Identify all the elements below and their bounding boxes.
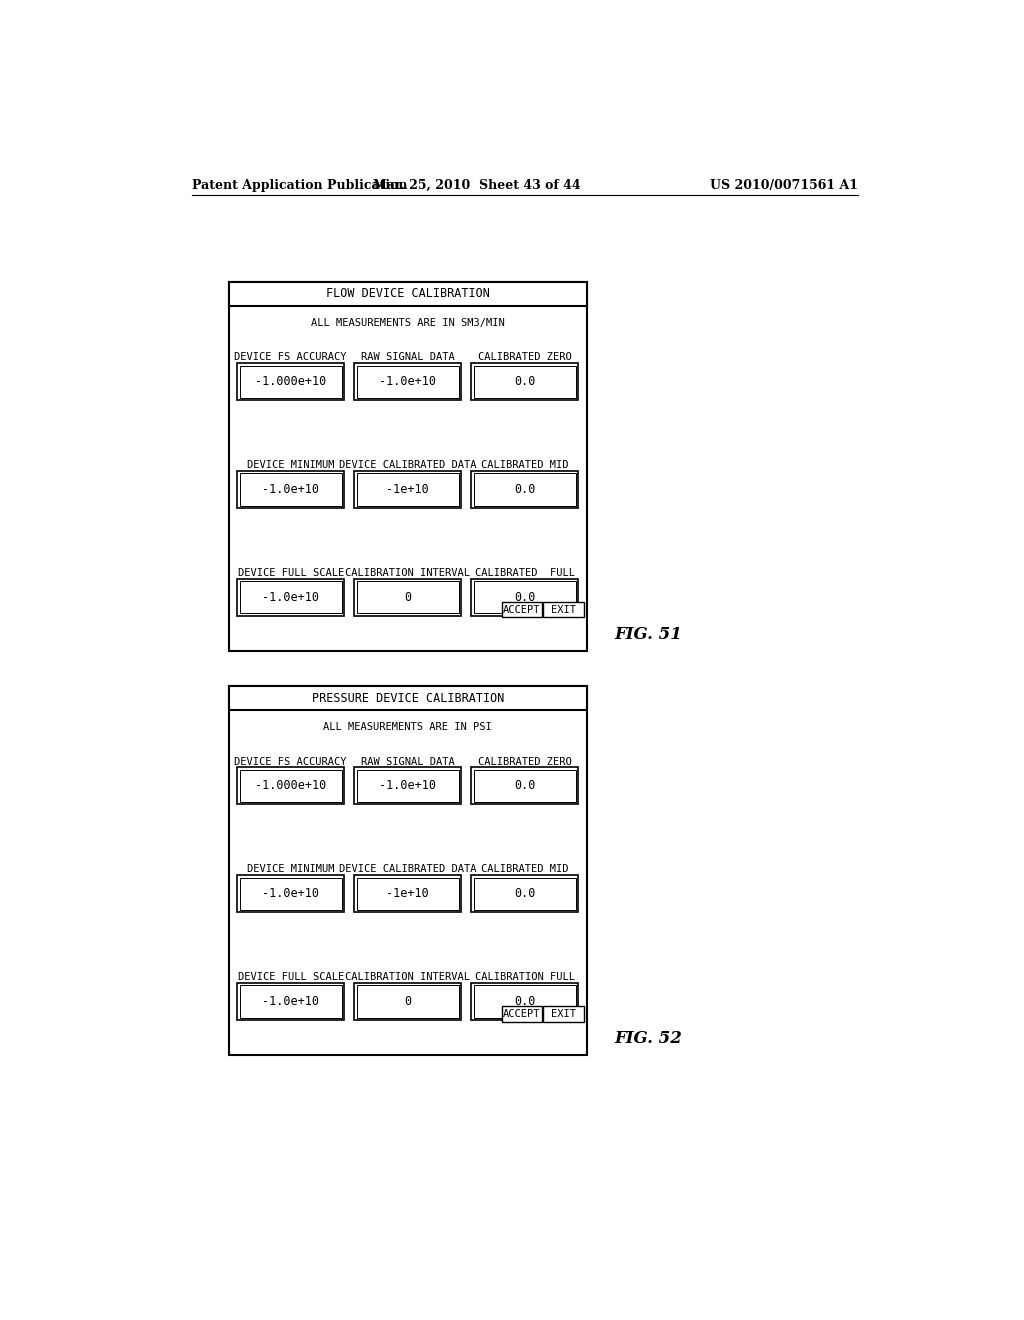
Bar [228,686,587,1056]
Text: -1.000e+10: -1.000e+10 [255,375,327,388]
Text: DEVICE CALIBRATED DATA: DEVICE CALIBRATED DATA [339,865,476,874]
Bar [356,474,459,506]
Bar [471,767,579,804]
Bar [356,878,459,909]
Text: -1.0e+10: -1.0e+10 [262,887,319,900]
Text: 0.0: 0.0 [514,995,536,1008]
Text: FLOW DEVICE CALIBRATION: FLOW DEVICE CALIBRATION [326,288,489,301]
Text: DEVICE FS ACCURACY: DEVICE FS ACCURACY [234,756,347,767]
Text: -1.0e+10: -1.0e+10 [379,779,436,792]
Bar [474,770,575,803]
Bar [474,366,575,397]
Text: -1.000e+10: -1.000e+10 [255,779,327,792]
Text: 0: 0 [404,591,412,603]
Text: FIG. 52: FIG. 52 [614,1030,683,1047]
Text: CALIBRATED  FULL: CALIBRATED FULL [475,568,574,578]
Text: Mar. 25, 2010  Sheet 43 of 44: Mar. 25, 2010 Sheet 43 of 44 [373,178,581,191]
Bar [471,983,579,1020]
Bar [228,281,587,651]
Bar [474,985,575,1018]
Bar [238,983,344,1020]
Text: ACCEPT: ACCEPT [503,605,541,615]
Text: 0.0: 0.0 [514,483,536,496]
Bar [240,581,342,614]
Text: RAW SIGNAL DATA: RAW SIGNAL DATA [360,756,455,767]
Text: 0.0: 0.0 [514,375,536,388]
Text: 0: 0 [404,995,412,1008]
Bar [471,471,579,508]
Bar [474,878,575,909]
Text: PRESSURE DEVICE CALIBRATION: PRESSURE DEVICE CALIBRATION [311,692,504,705]
Bar [238,767,344,804]
Text: ALL MEASUREMENTS ARE IN PSI: ALL MEASUREMENTS ARE IN PSI [324,722,493,733]
Bar [354,578,461,615]
Bar [471,578,579,615]
Text: -1.0e+10: -1.0e+10 [262,591,319,603]
Bar [471,363,579,400]
Text: ALL MEASUREMENTS ARE IN SM3/MIN: ALL MEASUREMENTS ARE IN SM3/MIN [311,318,505,329]
Text: 0.0: 0.0 [514,887,536,900]
Text: DEVICE FS ACCURACY: DEVICE FS ACCURACY [234,352,347,363]
Text: CALIBRATED ZERO: CALIBRATED ZERO [478,756,571,767]
Text: CALIBRATION INTERVAL: CALIBRATION INTERVAL [345,973,470,982]
Text: DEVICE FULL SCALE: DEVICE FULL SCALE [238,973,344,982]
Bar [544,1006,584,1022]
Text: DEVICE MINIMUM: DEVICE MINIMUM [247,461,335,470]
Text: -1.0e+10: -1.0e+10 [262,483,319,496]
Text: CALIBRATION INTERVAL: CALIBRATION INTERVAL [345,568,470,578]
Text: -1.0e+10: -1.0e+10 [379,375,436,388]
Bar [240,474,342,506]
Bar [544,602,584,618]
Text: EXIT: EXIT [551,605,577,615]
Bar [228,281,587,306]
Bar [238,363,344,400]
Bar [474,474,575,506]
Text: DEVICE MINIMUM: DEVICE MINIMUM [247,865,335,874]
Bar [240,878,342,909]
Bar [228,686,587,710]
Bar [354,363,461,400]
Text: 0.0: 0.0 [514,779,536,792]
Bar [356,985,459,1018]
Bar [240,366,342,397]
Text: -1.0e+10: -1.0e+10 [262,995,319,1008]
Text: -1e+10: -1e+10 [386,483,429,496]
Bar [354,767,461,804]
Bar [238,471,344,508]
Bar [240,770,342,803]
Bar [354,875,461,912]
Bar [502,602,542,618]
Bar [356,770,459,803]
Text: DEVICE CALIBRATED DATA: DEVICE CALIBRATED DATA [339,461,476,470]
Text: Patent Application Publication: Patent Application Publication [191,178,408,191]
Text: ACCEPT: ACCEPT [503,1008,541,1019]
Bar [471,875,579,912]
Text: CALIBRATED MID: CALIBRATED MID [481,461,568,470]
Text: DEVICE FULL SCALE: DEVICE FULL SCALE [238,568,344,578]
Text: CALIBRATED ZERO: CALIBRATED ZERO [478,352,571,363]
Bar [238,578,344,615]
Text: CALIBRATED MID: CALIBRATED MID [481,865,568,874]
Bar [356,366,459,397]
Bar [502,1006,542,1022]
Text: 0.0: 0.0 [514,591,536,603]
Bar [474,581,575,614]
Bar [240,985,342,1018]
Text: CALIBRATION FULL: CALIBRATION FULL [475,973,574,982]
Text: FIG. 51: FIG. 51 [614,626,683,643]
Bar [354,983,461,1020]
Text: RAW SIGNAL DATA: RAW SIGNAL DATA [360,352,455,363]
Text: -1e+10: -1e+10 [386,887,429,900]
Text: US 2010/0071561 A1: US 2010/0071561 A1 [710,178,858,191]
Bar [356,581,459,614]
Bar [354,471,461,508]
Text: EXIT: EXIT [551,1008,577,1019]
Bar [238,875,344,912]
